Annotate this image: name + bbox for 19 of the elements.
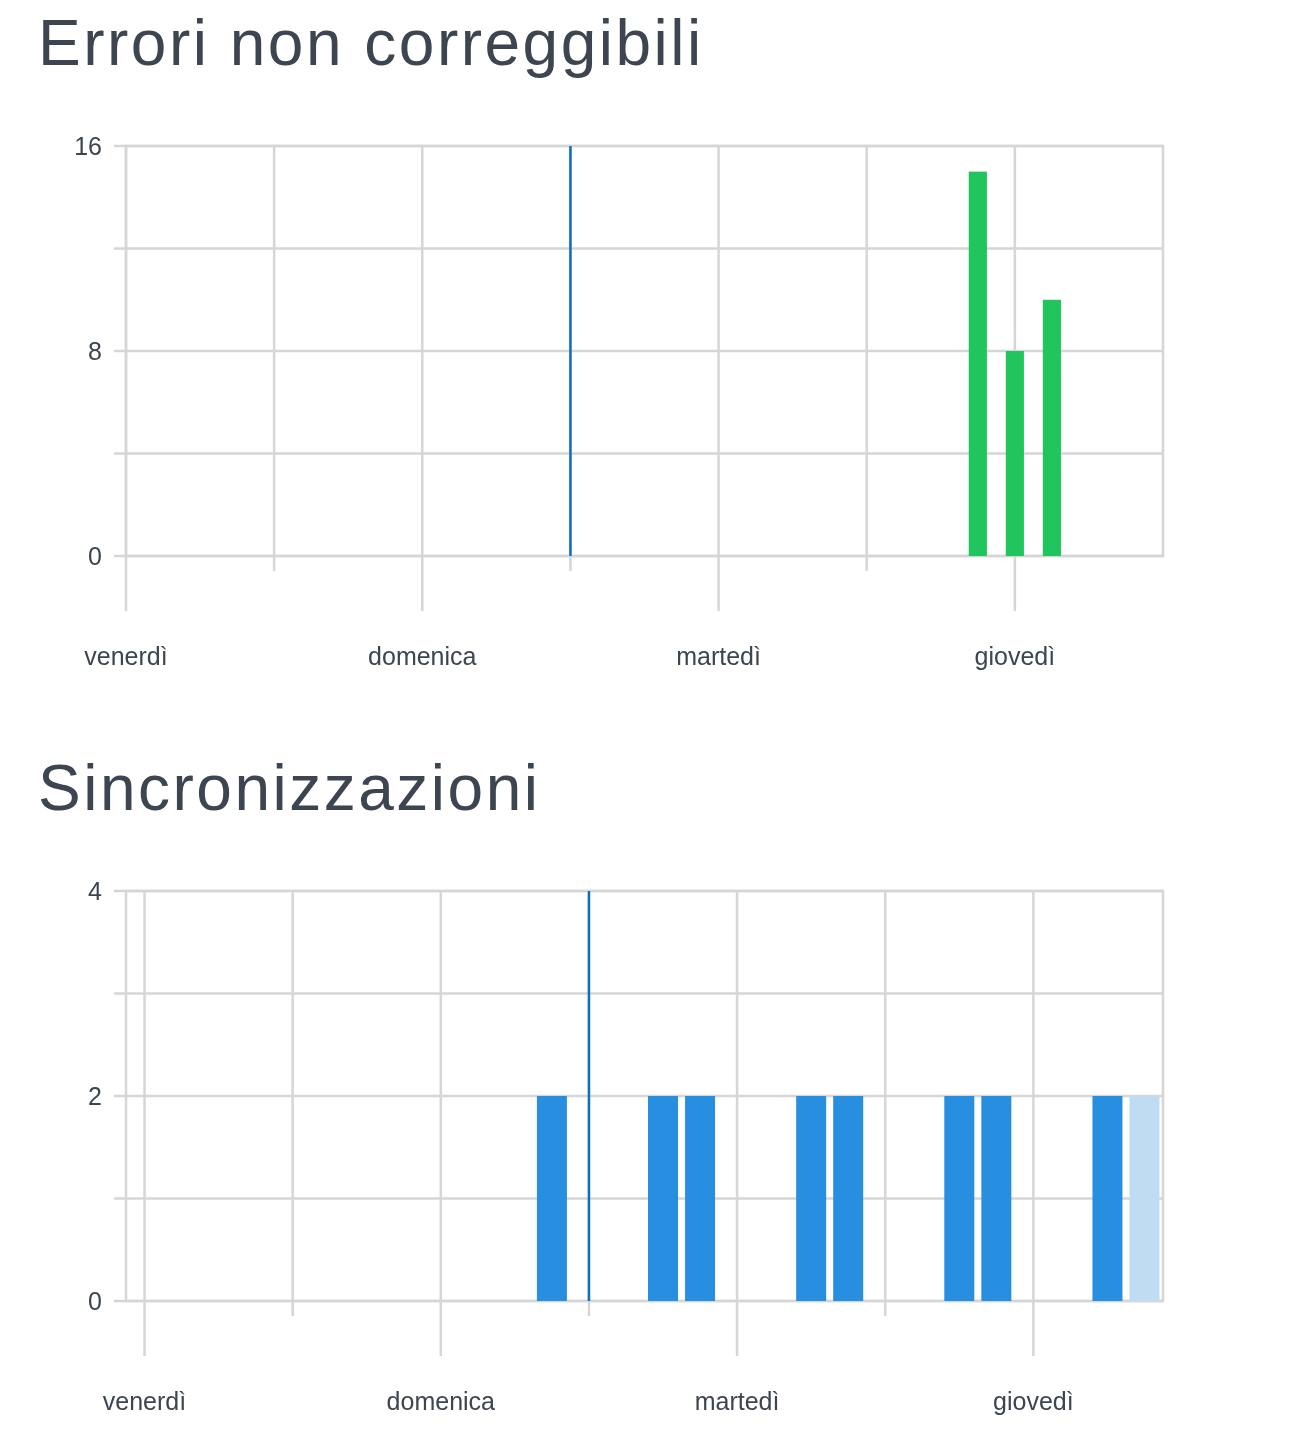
x-tick-label: martedì	[676, 641, 761, 670]
x-tick-label: martedì	[694, 1386, 780, 1415]
y-tick-label: 8	[88, 336, 102, 365]
y-tick-label: 0	[88, 541, 102, 570]
x-tick-label: giovedì	[993, 1386, 1074, 1415]
x-tick-label: domenica	[386, 1386, 496, 1415]
chart-title: Sincronizzazioni	[38, 752, 541, 824]
y-tick-label: 0	[88, 1286, 102, 1315]
x-tick-label: venerdì	[84, 641, 168, 670]
y-tick-label: 2	[88, 1081, 102, 1110]
x-tick-label: domenica	[368, 641, 477, 670]
bar	[1042, 299, 1061, 556]
x-tick-label: venerdì	[102, 1386, 187, 1415]
chart-title: Errori non correggibili	[38, 7, 704, 79]
bar	[1005, 351, 1024, 556]
x-tick-label: giovedì	[974, 641, 1056, 670]
y-tick-label: 4	[88, 876, 103, 905]
bar	[968, 171, 987, 556]
y-tick-label: 16	[74, 131, 102, 160]
